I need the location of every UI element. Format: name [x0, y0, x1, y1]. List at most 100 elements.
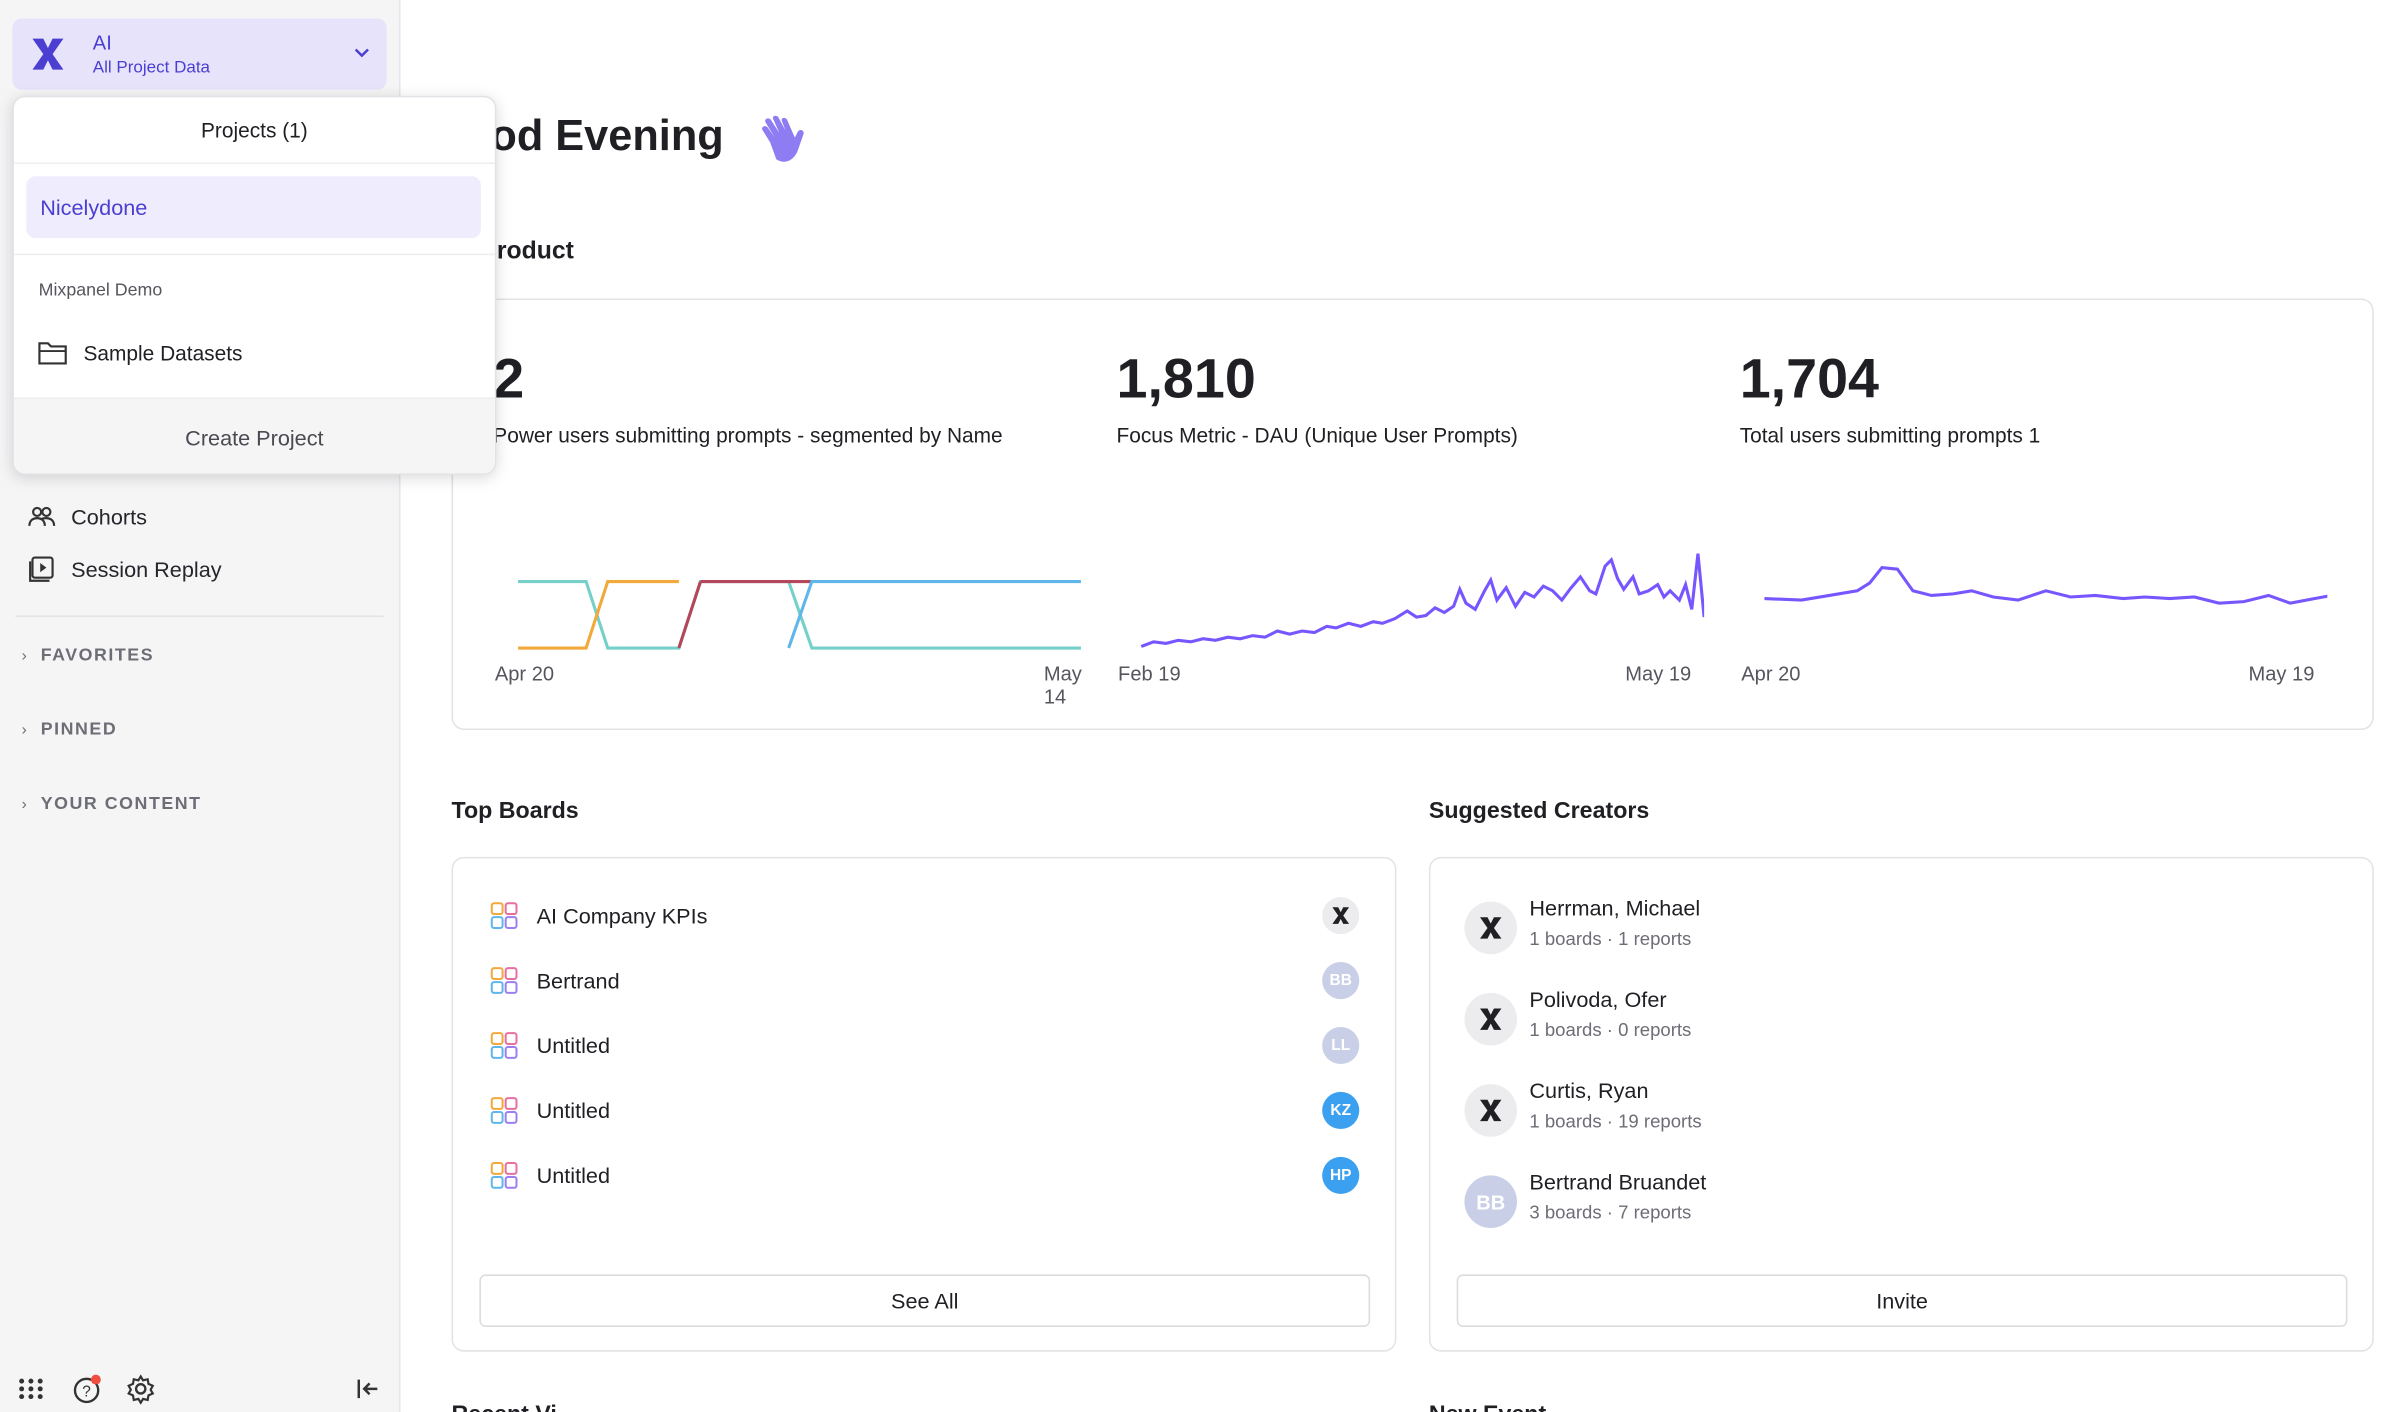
project-subtitle: All Project Data — [92, 58, 211, 78]
board-row[interactable]: Untitled HP — [490, 1154, 1365, 1197]
chevron-right-icon: › — [21, 721, 29, 739]
board-icon — [490, 902, 518, 929]
suggested-creators-card: Herrman, Michael 1 boards · 1 reports Poli… — [1428, 856, 2374, 1352]
series-line — [677, 581, 702, 649]
sparkline-chart — [518, 579, 1081, 650]
creator-name: Bertrand Bruandet — [1529, 1169, 1707, 1194]
sidebar-item-label: Session Replay — [71, 556, 222, 582]
project-option-label: Sample Datasets — [83, 341, 243, 365]
sidebar-footer: ? — [0, 1361, 399, 1412]
greeting-title: ood Evening — [463, 111, 724, 160]
avatar — [1464, 901, 1518, 955]
session-replay-icon — [29, 556, 54, 582]
board-name: AI Company KPIs — [536, 903, 708, 928]
avatar — [1322, 897, 1360, 935]
metric-total-users[interactable]: 1,704 Total users submitting prompts 1 A… — [1740, 300, 2328, 728]
board-name: Untitled — [536, 1033, 611, 1058]
series-line — [518, 579, 679, 650]
cohorts-icon — [28, 506, 56, 526]
x-axis-start: Apr 20 — [494, 661, 555, 686]
project-option-sample-datasets[interactable]: Sample Datasets — [37, 336, 242, 370]
creator-name: Polivoda, Ofer — [1529, 986, 1667, 1012]
see-all-button[interactable]: See All — [479, 1274, 1371, 1327]
board-row[interactable]: Untitled KZ — [490, 1089, 1365, 1132]
avatar-initials: LL — [1331, 1036, 1351, 1055]
avatar — [1464, 992, 1518, 1046]
section-label: FAVORITES — [40, 646, 155, 666]
x-axis-start: Apr 20 — [1741, 661, 1801, 686]
suggested-creators-title: Suggested Creators — [1428, 798, 1650, 825]
chevron-down-icon — [354, 48, 369, 58]
metric-label: Total users submitting prompts 1 — [1739, 423, 2041, 447]
board-icon — [490, 1032, 518, 1059]
board-row[interactable]: Bertrand BB — [490, 959, 1365, 1002]
board-name: Untitled — [536, 1163, 611, 1188]
recent-views-title: Recent Vi — [452, 1401, 557, 1412]
board-icon — [490, 1162, 518, 1189]
avatar-initials: BB — [1476, 1190, 1506, 1214]
gear-icon[interactable] — [125, 1373, 156, 1405]
folder-icon — [38, 342, 67, 365]
section-label: PINNED — [40, 720, 118, 740]
x-axis-end: May 19 — [2248, 661, 2315, 686]
apps-grid-icon[interactable] — [17, 1373, 48, 1404]
divider — [13, 253, 495, 256]
project-option-label: Nicelydone — [40, 194, 148, 220]
collapse-sidebar-icon[interactable] — [353, 1373, 384, 1404]
metric-value: 1,810 — [1116, 346, 1256, 410]
metrics-card: 2 Power users submitting prompts - segme… — [451, 298, 2374, 730]
avatar: KZ — [1322, 1091, 1360, 1130]
metric-label: Focus Metric - DAU (Unique User Prompts) — [1116, 423, 1518, 447]
board-icon — [490, 967, 518, 994]
section-label: YOUR CONTENT — [40, 794, 202, 814]
dropdown-group-label: Mixpanel Demo — [38, 281, 163, 301]
metric-power-users[interactable]: 2 Power users submitting prompts - segme… — [493, 300, 1082, 728]
creator-row[interactable]: Polivoda, Ofer 1 boards · 0 reports — [1464, 984, 2330, 1058]
invite-button[interactable]: Invite — [1456, 1274, 2348, 1327]
metric-focus-dau[interactable]: 1,810 Focus Metric - DAU (Unique User Pr… — [1117, 300, 1705, 728]
project-dropdown: Projects (1) Nicelydone Mixpanel Demo Sa… — [12, 95, 497, 475]
board-row[interactable]: AI Company KPIs — [490, 894, 1365, 937]
metric-value: 1,704 — [1739, 346, 1880, 410]
board-icon — [490, 1097, 518, 1124]
x-axis-end: May 14 — [1043, 661, 1082, 709]
create-project-button[interactable]: Create Project — [13, 397, 495, 474]
creator-meta: 3 boards · 7 reports — [1529, 1201, 1692, 1224]
avatar: BB — [1322, 961, 1360, 1000]
creator-meta: 1 boards · 19 reports — [1529, 1110, 1702, 1133]
avatar: BB — [1464, 1175, 1518, 1229]
sidebar-item-session-replay[interactable]: Session Replay — [28, 552, 222, 586]
section-your-content[interactable]: › YOUR CONTENT — [22, 795, 202, 814]
divider — [15, 615, 384, 618]
section-pinned[interactable]: › PINNED — [22, 721, 118, 740]
creator-name: Curtis, Ryan — [1529, 1077, 1649, 1103]
sidebar-item-cohorts[interactable]: Cohorts — [28, 500, 147, 534]
project-option-nicelydone[interactable]: Nicelydone — [26, 176, 481, 239]
creator-row[interactable]: Curtis, Ryan 1 boards · 19 reports — [1464, 1075, 2330, 1149]
metric-value: 2 — [493, 346, 525, 410]
waving-hand-icon — [762, 115, 804, 162]
creator-row[interactable]: Herrman, Michael 1 boards · 1 reports — [1464, 892, 2330, 966]
project-switcher[interactable]: AI All Project Data — [12, 18, 387, 90]
project-name: AI — [92, 30, 112, 55]
board-name: Bertrand — [536, 968, 620, 993]
creator-meta: 1 boards · 1 reports — [1529, 927, 1692, 950]
creator-row[interactable]: BB Bertrand Bruandet 3 boards · 7 reports — [1464, 1166, 2330, 1240]
metric-label: Power users submitting prompts - segment… — [493, 423, 1003, 447]
chevron-right-icon: › — [21, 647, 29, 665]
section-favorites[interactable]: › FAVORITES — [22, 646, 154, 665]
avatar-initials: BB — [1329, 972, 1352, 990]
avatar — [1464, 1084, 1518, 1137]
creator-name: Herrman, Michael — [1529, 895, 1701, 921]
sidebar-item-label: Cohorts — [71, 504, 147, 529]
board-name: Untitled — [536, 1098, 611, 1123]
new-events-title: New Event — [1429, 1401, 1546, 1412]
creator-meta: 1 boards · 0 reports — [1529, 1019, 1692, 1041]
mixpanel-logo-icon — [32, 38, 64, 70]
board-row[interactable]: Untitled LL — [490, 1024, 1365, 1067]
sparkline-chart — [1764, 565, 2328, 605]
help-icon[interactable]: ? — [71, 1373, 102, 1404]
avatar: HP — [1322, 1156, 1360, 1194]
avatar: LL — [1322, 1026, 1360, 1065]
chevron-right-icon: › — [21, 795, 29, 813]
